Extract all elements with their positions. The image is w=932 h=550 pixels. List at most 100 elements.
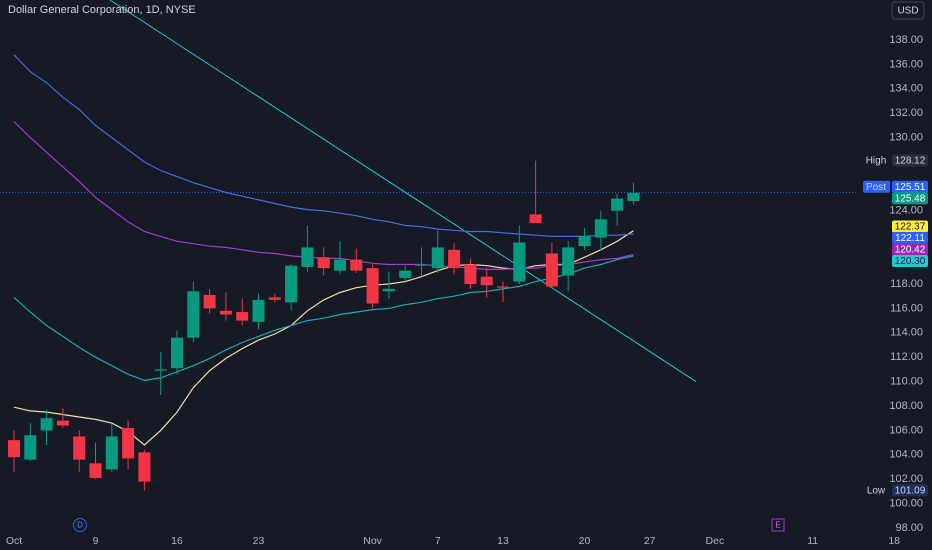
candle-body	[399, 270, 412, 278]
currency-label: USD	[897, 6, 918, 17]
candle-body	[171, 337, 183, 369]
price-label-text: 101.09	[895, 485, 926, 496]
candle-body	[513, 242, 526, 282]
candle-body	[285, 265, 298, 303]
currency-button[interactable]	[891, 1, 925, 20]
candle-body	[8, 440, 20, 458]
x-tick-label: 9	[93, 535, 99, 547]
price-tag-text: Post	[866, 182, 886, 193]
candle-body	[562, 247, 575, 276]
candle-body	[529, 214, 542, 223]
candle-body	[334, 259, 346, 271]
x-tick-label: 23	[253, 535, 265, 547]
candle-body	[138, 452, 151, 482]
candle-body	[219, 310, 232, 315]
price-tag-box	[863, 180, 890, 193]
price-label-box	[892, 243, 928, 256]
y-tick-label: 138.00	[889, 34, 923, 46]
candle-body	[122, 427, 135, 459]
y-tick-label: 98.00	[895, 522, 923, 534]
x-tick-label: 13	[497, 535, 509, 547]
x-tick-label: Dec	[706, 535, 725, 547]
earnings-label: E	[775, 521, 780, 530]
candle-body	[40, 418, 53, 431]
price-label: 122.11	[892, 231, 928, 244]
price-tag-text: High	[866, 156, 887, 167]
dividend-label: D	[77, 521, 83, 530]
candle-body	[545, 253, 558, 287]
candle-body	[56, 420, 69, 426]
price-label-box	[892, 254, 928, 267]
candle-body	[464, 264, 477, 284]
x-tick-label: Nov	[363, 535, 382, 547]
candle-body	[268, 297, 281, 300]
candle-body	[382, 288, 395, 292]
candle-body	[366, 268, 379, 304]
price-label: 101.09 Low	[867, 484, 928, 496]
axes: 98.00 100.00 102.00 104.00 106.00 108.00 110.0…	[6, 34, 928, 547]
price-label-box	[892, 180, 928, 193]
candle-body	[480, 276, 493, 286]
y-tick-label: 110.00	[890, 375, 923, 387]
price-label-box	[892, 231, 928, 244]
y-tick-label: 102.00	[889, 473, 923, 485]
y-tick-label: 132.00	[889, 107, 923, 119]
candle-body	[350, 259, 363, 271]
x-tick-label: 18	[888, 535, 900, 547]
candle-body	[611, 198, 624, 211]
candle-body	[154, 369, 167, 371]
candle-body	[497, 286, 509, 288]
price-label-text: 125.51	[895, 182, 926, 193]
candle-body	[187, 291, 200, 338]
candle-body	[594, 219, 607, 238]
price-label: 125.51 Post	[863, 180, 928, 193]
candle-body	[24, 435, 37, 460]
x-tick-label: 20	[579, 535, 591, 547]
price-label-text: 128.12	[895, 156, 926, 167]
moving-average-line	[13, 230, 634, 446]
x-tick-label: 16	[171, 535, 183, 547]
y-tick-label: 108.00	[889, 400, 923, 412]
price-label: 120.42	[892, 243, 928, 256]
y-tick-label: 112.00	[890, 351, 923, 363]
y-tick-label: 130.00	[889, 132, 923, 144]
price-label: 128.12 High	[866, 154, 928, 167]
candle-body	[627, 192, 640, 202]
price-label-box	[892, 192, 928, 205]
y-tick-label: 100.00	[889, 497, 923, 509]
y-tick-label: 118.00	[890, 278, 923, 290]
candle-body	[203, 294, 216, 309]
price-label: 125.48	[892, 192, 928, 204]
candle-body	[252, 299, 265, 322]
y-tick-label: 114.00	[890, 327, 923, 339]
earnings-marker[interactable]	[771, 518, 785, 532]
candle-body	[448, 249, 461, 269]
moving-average-line	[13, 54, 634, 237]
price-label-text: 120.30	[895, 256, 926, 267]
price-label-text: 122.11	[895, 233, 925, 244]
candle-body	[301, 247, 314, 267]
candle-body	[236, 312, 249, 321]
candle-body	[431, 247, 444, 269]
dividend-marker[interactable]	[73, 518, 87, 532]
candle-body	[578, 236, 591, 247]
x-tick-label: Oct	[6, 535, 22, 547]
price-tag-text: Low	[867, 485, 886, 496]
y-tick-label: 106.00	[889, 424, 923, 436]
price-label-box	[892, 220, 928, 233]
price-label-text: 122.37	[895, 222, 926, 233]
x-tick-label: 27	[644, 535, 656, 547]
price-label-box	[892, 484, 928, 497]
candle-body	[73, 436, 86, 460]
chart-title: Dollar General Corporation, 1D, NYSE	[8, 4, 196, 16]
y-tick-label: 116.00	[890, 302, 923, 314]
y-tick-label: 134.00	[889, 83, 923, 95]
candle-body	[317, 257, 330, 269]
price-label: 120.30	[892, 254, 928, 267]
moving-average-line	[13, 255, 634, 382]
price-label-text: 120.42	[895, 245, 926, 256]
candle-body	[105, 436, 118, 470]
y-tick-label: 136.00	[889, 58, 923, 70]
candle-body	[415, 264, 428, 266]
